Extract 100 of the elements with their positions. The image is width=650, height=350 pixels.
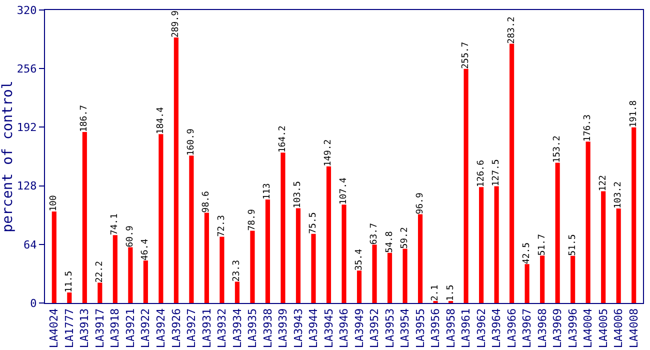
bar [601,191,606,303]
bar [387,252,392,303]
data-label: 2.1 [430,284,441,301]
data-label: 113 [262,183,273,200]
data-label: 127.5 [492,159,502,186]
x-tick-label: LA3944 [307,308,320,348]
data-label: 59.2 [400,227,410,249]
bar [570,256,576,303]
data-label: 107.4 [339,178,349,205]
x-tick-label: LA4005 [596,308,610,348]
x-tick-label: LA3924 [154,308,168,348]
data-label: 255.7 [461,42,472,69]
data-label: 60.9 [125,226,136,248]
data-label: 74.1 [110,213,120,236]
data-label: 149.2 [324,139,334,166]
x-tick-label: LA3917 [93,308,106,348]
x-tick-label: LA3927 [185,308,198,348]
data-label: 164.2 [278,126,288,153]
y-tick-label: 0 [30,296,37,310]
data-label: 283.2 [506,16,517,44]
data-label: 103.5 [293,181,304,208]
y-tick-label: 192 [16,121,37,134]
bar [82,132,87,303]
bar [479,187,484,303]
data-label: 63.7 [370,222,380,245]
data-label: 51.5 [568,234,578,256]
y-tick-label: 320 [16,4,37,17]
x-tick-label: LA3954 [398,308,412,348]
bar [143,260,148,303]
data-label: 1.5 [446,284,456,301]
bar [112,235,118,303]
data-label: 126.6 [476,160,486,188]
y-axis-title: percent of control [0,80,16,232]
x-tick-label: LA3961 [460,308,473,348]
data-label: 78.9 [247,209,258,231]
bar [494,186,499,303]
x-tick-label: LA3943 [292,308,305,348]
data-label: 186.7 [80,104,90,132]
data-label: 98.6 [202,191,212,213]
x-tick-label: LA3921 [124,308,138,348]
bar [632,127,636,303]
x-tick-label: LA3931 [200,308,214,348]
bar [311,234,316,303]
data-label: 11.5 [64,270,74,292]
bar [128,247,133,303]
x-tick-label: LA3939 [276,308,290,348]
data-label: 184.4 [156,107,166,134]
bar [616,208,621,303]
bar [524,264,530,303]
bar [326,166,332,303]
y-tick-label: 256 [16,62,37,76]
data-label: 35.4 [354,248,364,271]
x-tick-label: LA3932 [216,308,229,348]
x-tick-label: LA3962 [474,308,488,348]
data-label: 289.9 [171,10,182,38]
bar [280,152,286,303]
x-tick-label: LA3967 [520,308,534,348]
bar [174,38,178,303]
x-tick-label: LA3926 [170,308,183,348]
y-tick-label: 64 [24,238,38,252]
x-tick-label: LA4004 [582,308,595,348]
bar [464,68,468,303]
data-label: 103.2 [614,181,624,209]
bar [98,282,102,303]
x-tick-label: LA3945 [322,308,336,348]
data-label: 54.8 [384,231,395,253]
x-tick-label: LA3958 [444,308,458,348]
x-tick-label: LA3952 [368,308,382,348]
data-label: 75.5 [308,212,318,234]
data-label: 153.2 [552,136,563,163]
bar [586,142,590,303]
data-label: 96.9 [415,192,426,214]
bar [204,212,209,303]
x-tick-label: LA3918 [108,308,122,348]
x-tick-label: LA3922 [139,308,152,348]
bar [234,282,240,303]
x-tick-label: LA3956 [429,308,442,348]
bar [67,292,72,303]
bar [418,214,423,303]
x-tick-label: LA3968 [536,308,549,348]
bar [372,244,377,303]
x-tick-label: LA3935 [246,308,260,348]
bar [342,204,346,303]
data-label: 72.3 [216,215,227,237]
x-tick-label: LA3966 [505,308,518,348]
x-tick-label: LA4008 [627,308,640,348]
bar [250,230,255,303]
bar [540,256,545,303]
data-label: 51.7 [537,234,548,256]
bar [52,211,56,303]
x-tick-label: LA3955 [414,308,427,348]
x-tick-label: LA3969 [551,308,564,348]
x-tick-label: LA3946 [338,308,351,348]
bar [158,134,164,303]
bar [189,156,194,303]
x-tick-label: LA3964 [490,308,504,348]
data-label: 176.3 [583,114,594,142]
x-tick-label: LA4006 [612,308,626,348]
bar [356,270,362,303]
x-tick-label: LA1777 [62,308,76,348]
